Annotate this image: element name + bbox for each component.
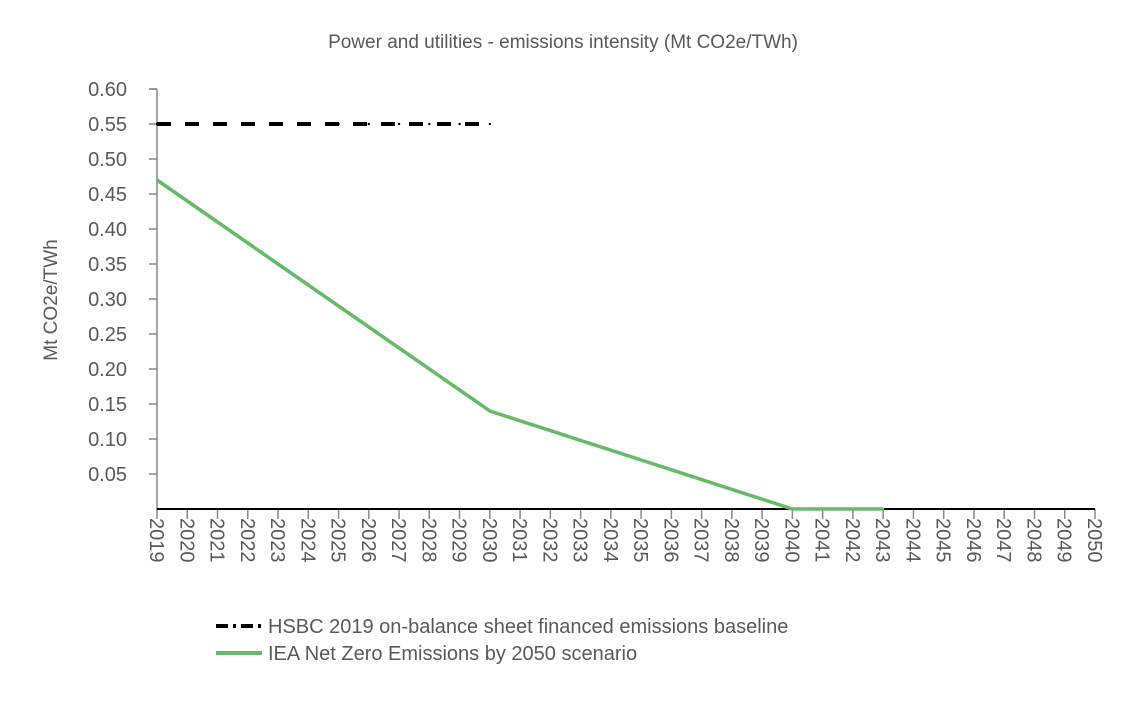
y-tick-label: 0.40 <box>88 219 127 241</box>
y-tick-label: 0.50 <box>88 149 127 171</box>
x-tick-label: 2023 <box>266 518 288 563</box>
data-point <box>216 220 219 224</box>
x-tick-label: 2024 <box>296 518 318 563</box>
data-point <box>821 507 824 511</box>
legend-label-iea: IEA Net Zero Emissions by 2050 scenario <box>268 643 637 665</box>
data-point <box>579 439 582 442</box>
y-tick-label: 0.35 <box>88 254 127 276</box>
data-point <box>609 449 613 452</box>
x-tick-label: 2041 <box>811 518 833 563</box>
x-tick-label: 2047 <box>992 518 1014 563</box>
data-point <box>307 122 310 126</box>
x-tick-label: 2037 <box>690 518 712 563</box>
y-tick-label: 0.30 <box>88 289 127 311</box>
y-tick-label: 0.25 <box>88 324 127 346</box>
data-point <box>549 429 552 432</box>
data-point <box>246 122 249 126</box>
y-tick-label: 0.05 <box>88 464 127 486</box>
y-tick-label: 0.45 <box>88 184 127 206</box>
x-tick-label: 2031 <box>508 518 530 563</box>
x-tick-label: 2043 <box>871 518 893 563</box>
data-point <box>760 498 764 501</box>
x-tick-label: 2034 <box>599 518 621 563</box>
y-tick-label: 0.60 <box>88 79 127 101</box>
x-tick-label: 2036 <box>659 518 681 563</box>
data-point <box>155 122 159 126</box>
x-tick-label: 2040 <box>780 518 802 563</box>
x-tick-label: 2021 <box>206 518 228 563</box>
chart-title: Power and utilities - emissions intensit… <box>328 32 798 53</box>
x-tick-label: 2039 <box>750 518 772 563</box>
data-point <box>851 507 855 511</box>
data-point <box>155 178 159 182</box>
x-tick-label: 2030 <box>478 518 500 563</box>
data-point <box>307 283 310 287</box>
x-tick-label: 2046 <box>962 518 984 563</box>
y-tick-label: 0.10 <box>88 429 127 451</box>
data-point <box>337 122 340 126</box>
x-tick-label: 2044 <box>901 518 923 563</box>
x-tick-label: 2026 <box>357 518 379 563</box>
data-point <box>246 241 249 245</box>
x-tick-label: 2042 <box>841 518 863 563</box>
x-tick-label: 2048 <box>1022 518 1044 563</box>
data-point <box>458 388 461 392</box>
x-tick-label: 2045 <box>932 518 954 563</box>
y-tick-label: 0.15 <box>88 394 127 416</box>
x-tick-label: 2028 <box>417 518 439 563</box>
data-point <box>428 122 431 126</box>
data-point <box>276 262 280 266</box>
data-point <box>670 468 673 471</box>
x-tick-label: 2049 <box>1053 518 1075 563</box>
data-point <box>881 507 885 511</box>
data-point <box>186 122 189 126</box>
y-axis-label: Mt CO2e/TWh <box>41 239 62 360</box>
x-tick-label: 2032 <box>538 518 560 563</box>
x-tick-label: 2029 <box>448 518 470 563</box>
data-point <box>337 304 340 308</box>
x-tick-label: 2027 <box>387 518 409 563</box>
y-tick-label: 0.20 <box>88 359 127 381</box>
data-point <box>428 367 431 371</box>
data-point <box>276 122 280 126</box>
legend-label-hsbc: HSBC 2019 on-balance sheet financed emis… <box>268 616 788 638</box>
data-point <box>397 346 401 350</box>
y-tick-label: 0.55 <box>88 114 127 136</box>
x-tick-label: 2033 <box>569 518 591 563</box>
x-tick-label: 2020 <box>175 518 197 563</box>
data-point <box>397 122 401 126</box>
data-point <box>186 199 189 203</box>
x-tick-label: 2025 <box>327 518 349 563</box>
data-point <box>367 325 371 329</box>
data-point <box>639 458 643 462</box>
legend: HSBC 2019 on-balance sheet financed emis… <box>216 616 788 665</box>
data-point <box>216 122 219 126</box>
series-line-1 <box>156 178 884 511</box>
x-tick-label: 2019 <box>145 518 167 563</box>
data-point <box>488 409 492 413</box>
data-point <box>518 419 522 422</box>
x-tick-label: 2050 <box>1083 518 1105 563</box>
x-tick-label: 2035 <box>629 518 651 563</box>
data-point <box>367 122 371 126</box>
data-point <box>730 488 734 491</box>
x-tick-label: 2022 <box>236 518 258 563</box>
data-point <box>791 507 794 511</box>
data-point <box>458 122 461 126</box>
x-tick-label: 2038 <box>720 518 742 563</box>
data-point <box>700 478 703 481</box>
data-point <box>488 122 492 126</box>
